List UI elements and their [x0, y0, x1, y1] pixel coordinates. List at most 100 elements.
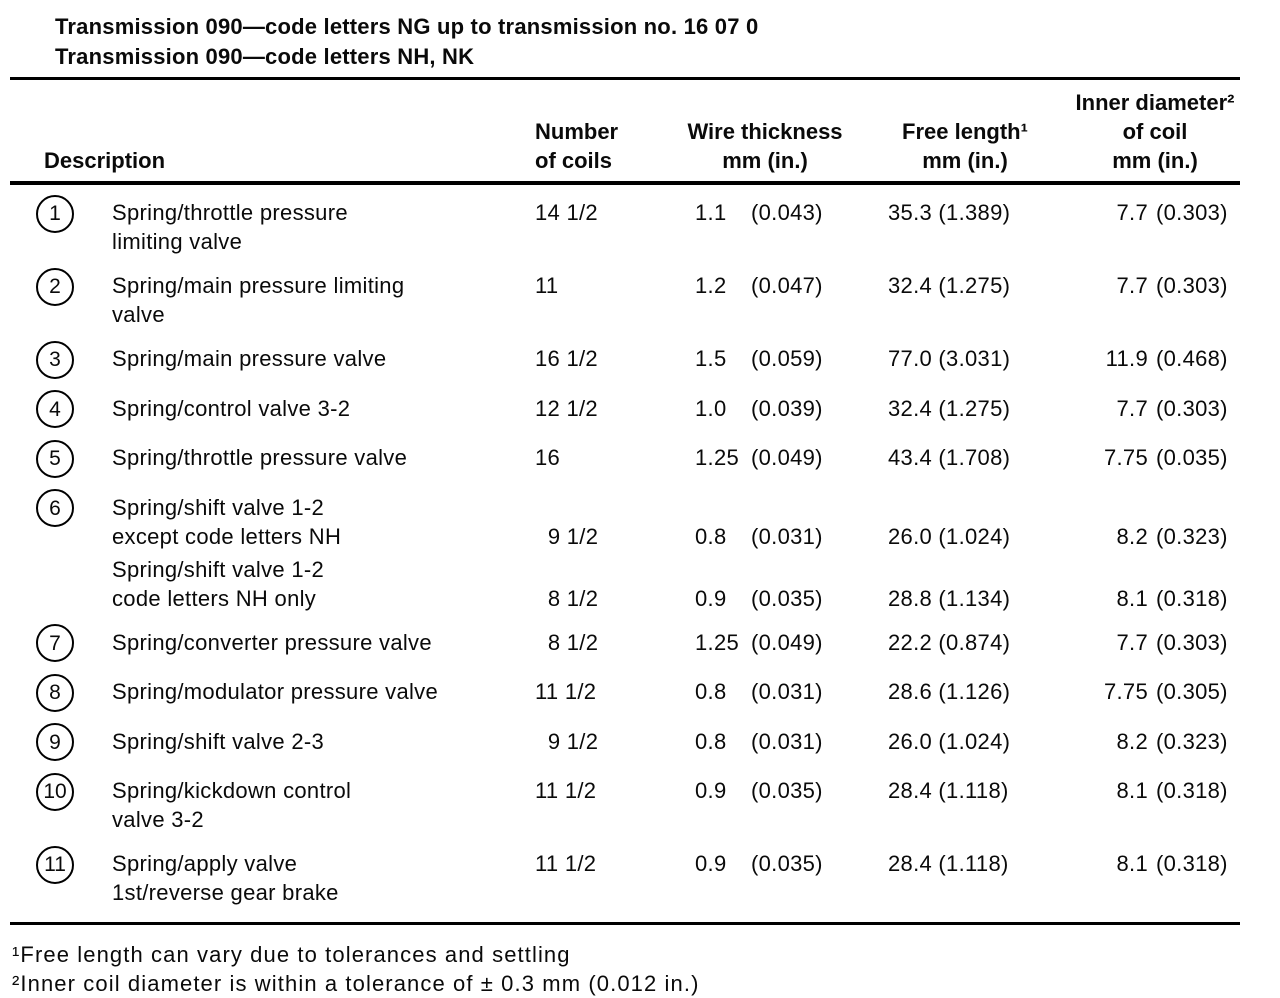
- inner-diameter-value: 11.9 (0.468): [1105, 346, 1228, 371]
- header-inner-line1: Inner diameter²: [1075, 90, 1235, 115]
- inner-diameter-value: 7.7 (0.303): [1116, 629, 1228, 655]
- item-number-badge: 11: [36, 845, 74, 884]
- table-row: 1 Spring/throttle pressure limiting valve…: [10, 194, 1240, 256]
- inner-diameter-value: 8.1 (0.318): [1116, 585, 1228, 611]
- header-wire-line2: mm (in.): [722, 148, 808, 173]
- wire-thickness-value: 0.9 (0.035): [695, 851, 823, 876]
- coils-value: 16: [535, 445, 561, 470]
- inner-diameter-value: 7.75 (0.305): [1103, 679, 1228, 704]
- header-coils-line2: of coils: [535, 148, 613, 173]
- free-length-value: 35.3 (1.389): [888, 200, 1011, 225]
- document-title-block: Transmission 090—code letters NG up to t…: [10, 12, 1240, 72]
- free-length-value: 43.4 (1.708): [888, 445, 1011, 470]
- header-wire-line1: Wire thickness: [687, 119, 843, 144]
- table-row: 3 Spring/main pressure valve 16 1/2 1.5(…: [10, 340, 1240, 379]
- item-number-badge: 7: [36, 624, 74, 662]
- wire-thickness-value: 1.1 (0.043): [695, 200, 823, 225]
- header-inner-line2: of coil: [1122, 119, 1188, 144]
- free-length-value: 32.4 (1.275): [888, 273, 1011, 298]
- description-cell: Spring/converter pressure valve: [112, 629, 432, 655]
- description-cell: Spring/shift valve 1-2 code letters NH on…: [112, 556, 325, 611]
- footnote-free-length: ¹Free length can vary due to tolerances …: [12, 942, 571, 967]
- header-number-of-coils: Number of coils: [530, 117, 670, 175]
- description-cell: Spring/main pressure valve: [112, 346, 387, 371]
- table-row: 7 Spring/converter pressure valve 8 1/2 …: [10, 624, 1240, 662]
- item-number-badge: 5: [36, 439, 74, 478]
- free-length-value: 26.0 (1.024): [888, 728, 1011, 754]
- free-length-value: 28.8 (1.134): [888, 585, 1011, 611]
- coils-value: 12 1/2: [535, 395, 598, 421]
- table-header-row: Description Number of coils Wire thickne…: [10, 80, 1240, 181]
- wire-thickness-value: 0.9 (0.035): [695, 585, 823, 611]
- item-number-badge: 10: [36, 772, 74, 811]
- coils-value: 11 1/2: [535, 851, 597, 876]
- description-cell: Spring/apply valve 1st/reverse gear brake: [112, 851, 339, 905]
- wire-thickness-value: 1.25 (0.049): [695, 629, 823, 655]
- description-cell: Spring/kickdown control valve 3-2: [112, 778, 352, 832]
- coils-value: 8 1/2: [535, 629, 599, 655]
- free-length-value: 77.0 (3.031): [888, 346, 1011, 371]
- coils-value: 16 1/2: [535, 346, 598, 371]
- inner-diameter-value: 7.7 (0.303): [1116, 395, 1228, 421]
- top-rule: [10, 77, 1240, 80]
- free-length-value: 28.4 (1.118): [888, 851, 1009, 876]
- free-length-value: 26.0 (1.024): [888, 523, 1011, 549]
- table-row: 6 Spring/shift valve 1-2 except code lett…: [10, 489, 1240, 551]
- coils-value: 14 1/2: [535, 200, 598, 225]
- table-row: 10 Spring/kickdown control valve 3-2 11 1…: [10, 772, 1240, 834]
- free-length-value: 28.6 (1.126): [888, 679, 1011, 704]
- bottom-rule: [10, 922, 1240, 925]
- description-cell: Spring/throttle pressure valve: [112, 445, 408, 470]
- item-number-badge: 1: [36, 194, 74, 233]
- item-number-badge: 8: [36, 673, 74, 712]
- inner-diameter-value: 8.1 (0.318): [1116, 851, 1228, 876]
- table-row: 2 Spring/main pressure limiting valve 11 …: [10, 267, 1240, 329]
- header-coils-line1: Number: [535, 119, 619, 144]
- free-length-value: 28.4 (1.118): [888, 778, 1009, 803]
- coils-value: 9 1/2: [535, 523, 599, 549]
- free-length-value: 22.2 (0.874): [888, 629, 1011, 655]
- description-cell: Spring/throttle pressure limiting valve: [112, 200, 348, 254]
- wire-thickness-value: 1.25 (0.049): [695, 445, 823, 470]
- footnotes: ¹Free length can vary due to tolerances …: [10, 940, 1240, 998]
- title-line-2: Transmission 090—code letters NH, NK: [55, 44, 475, 69]
- coils-value: 8 1/2: [535, 585, 599, 611]
- table-body: 1 Spring/throttle pressure limiting valve…: [10, 185, 1240, 907]
- inner-diameter-value: 8.2 (0.323): [1116, 523, 1228, 549]
- wire-thickness-value: 1.0 (0.039): [695, 395, 823, 421]
- header-inner-diameter: Inner diameter² of coil mm (in.): [1070, 88, 1240, 175]
- description-cell: Spring/main pressure limiting valve: [112, 273, 405, 327]
- header-free-line1: Free length¹: [902, 119, 1028, 144]
- item-number-badge: 3: [36, 340, 74, 379]
- inner-diameter-value: 7.7 (0.303): [1116, 273, 1228, 298]
- description-cell: Spring/control valve 3-2: [112, 395, 351, 421]
- wire-thickness-value: 0.8 (0.031): [695, 523, 823, 549]
- header-inner-line3: mm (in.): [1112, 148, 1198, 173]
- item-number-badge: 9: [36, 723, 74, 761]
- header-wire-thickness: Wire thickness mm (in.): [670, 117, 860, 175]
- description-cell: Spring/shift valve 2-3: [112, 728, 325, 754]
- inner-diameter-value: 8.1 (0.318): [1116, 778, 1228, 803]
- item-number-badge: 2: [36, 267, 74, 306]
- footnote-inner-diameter: ²Inner coil diameter is within a toleran…: [12, 971, 700, 996]
- inner-diameter-value: 7.7 (0.303): [1116, 200, 1228, 225]
- wire-thickness-value: 0.8 (0.031): [695, 728, 823, 754]
- table-row: Spring/shift valve 1-2 code letters NH on…: [10, 555, 1240, 613]
- table-row: 4 Spring/control valve 3-2 12 1/2 1.0 (0.…: [10, 390, 1240, 428]
- free-length-value: 32.4 (1.275): [888, 395, 1011, 421]
- inner-diameter-value: 8.2 (0.323): [1116, 728, 1228, 754]
- wire-thickness-value: 0.9 (0.035): [695, 778, 823, 803]
- coils-value: 11 1/2: [535, 679, 597, 704]
- wire-thickness-value: 1.2 (0.047): [695, 273, 823, 298]
- header-free-length: Free length¹ mm (in.): [860, 117, 1070, 175]
- inner-diameter-value: 7.75 (0.035): [1103, 445, 1228, 470]
- description-cell: Spring/shift valve 1-2 except code letter…: [112, 494, 342, 549]
- header-free-line2: mm (in.): [922, 148, 1008, 173]
- wire-thickness-value: 0.8 (0.031): [695, 679, 823, 704]
- coils-value: 11: [535, 273, 559, 298]
- item-number-badge: 4: [36, 390, 74, 428]
- title-line-1: Transmission 090—code letters NG up to t…: [55, 14, 759, 39]
- table-row: 8 Spring/modulator pressure valve 11 1/2…: [10, 673, 1240, 712]
- item-number-badge: 6: [36, 489, 74, 527]
